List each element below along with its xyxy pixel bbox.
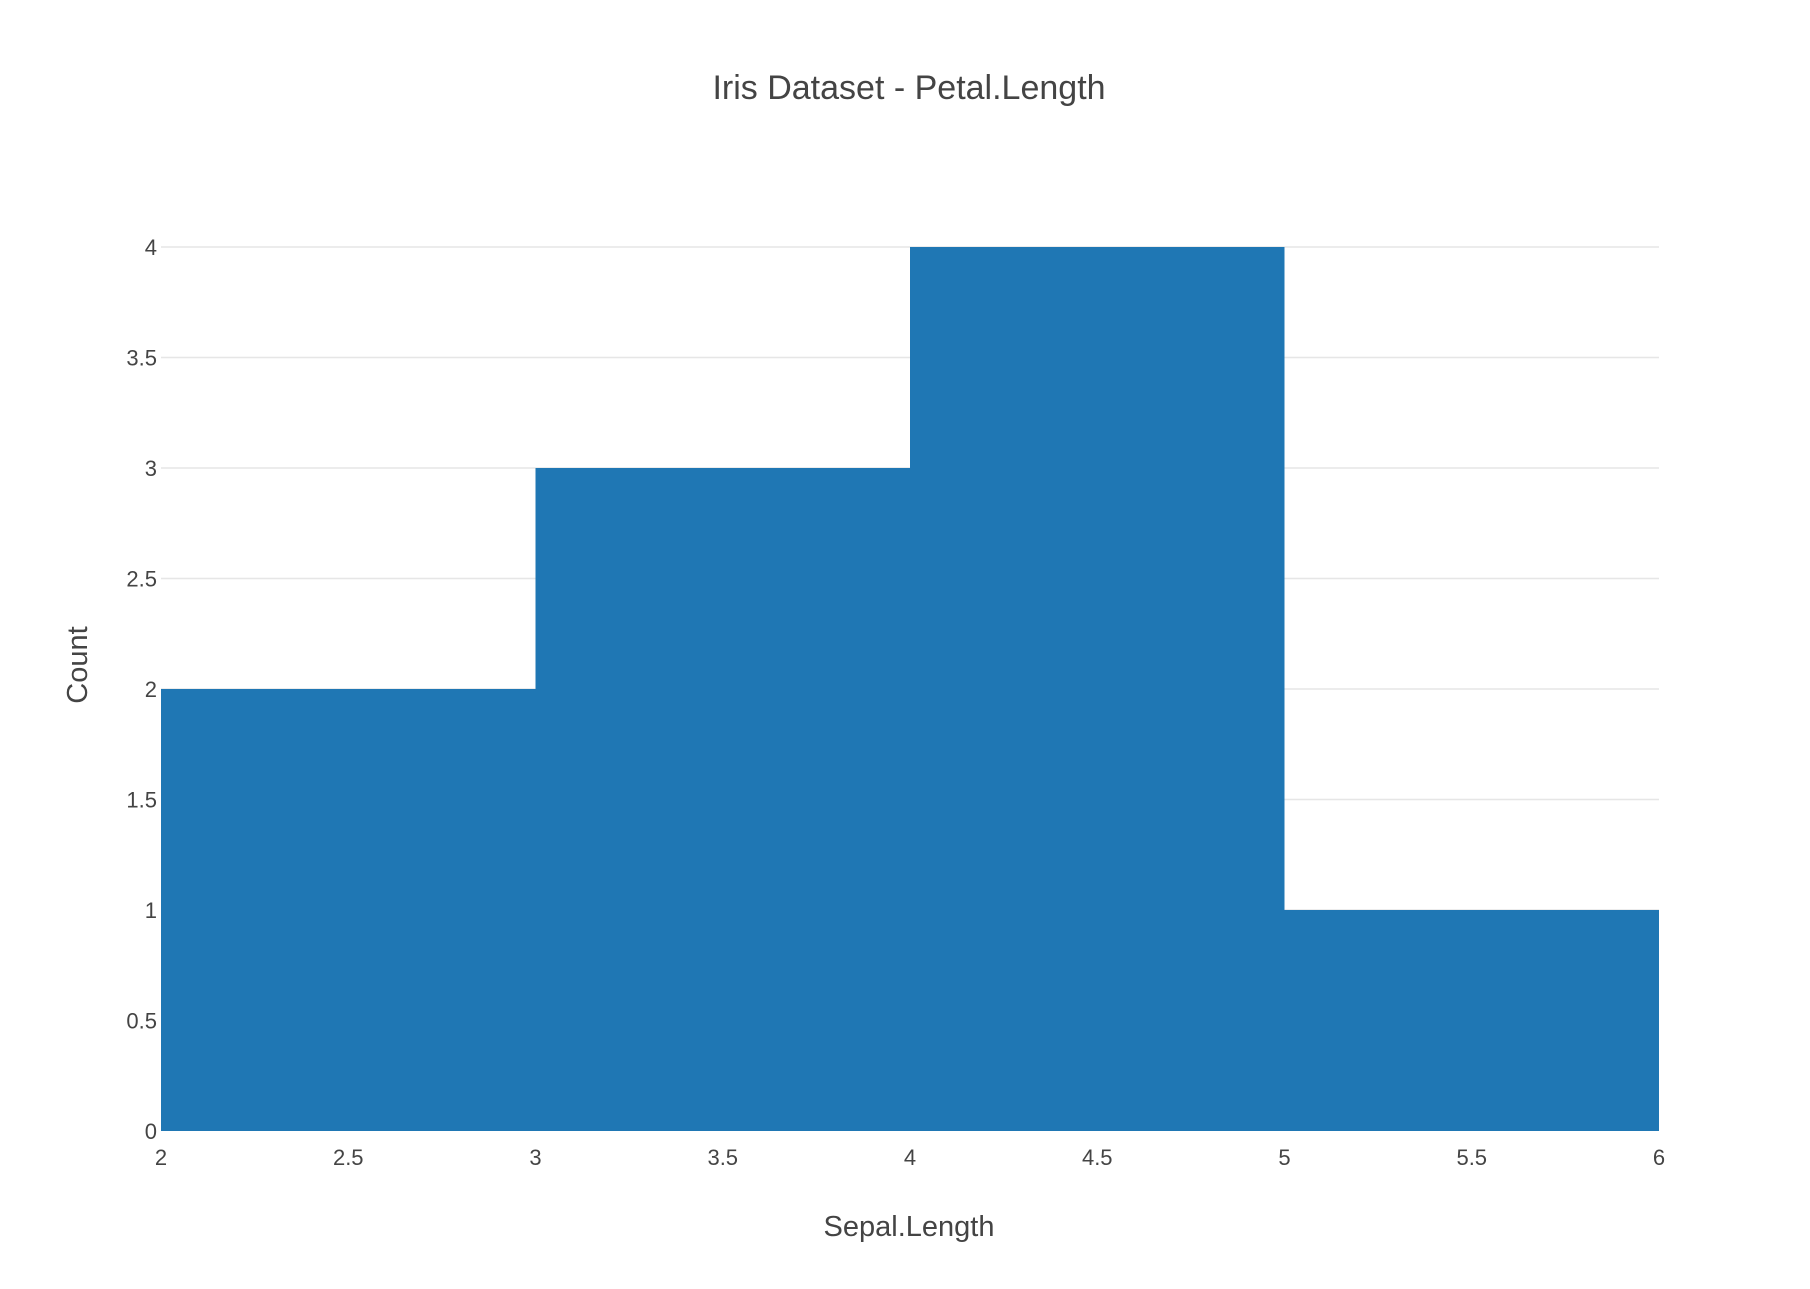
histogram-bar[interactable]: [910, 247, 1285, 1131]
x-tick-label: 2.5: [333, 1145, 364, 1170]
y-tick-label: 3: [145, 456, 157, 481]
x-axis-title: Sepal.Length: [824, 1211, 995, 1243]
y-tick-label: 2: [145, 677, 157, 702]
x-tick-label: 4.5: [1082, 1145, 1113, 1170]
y-axis-ticks: 0 0.5 1 1.5 2 2.5 3 3.5 4: [126, 235, 157, 1144]
x-tick-label: 3: [529, 1145, 541, 1170]
histogram-bar[interactable]: [535, 468, 911, 1131]
chart-title: Iris Dataset - Petal.Length: [712, 69, 1105, 107]
histogram-bar[interactable]: [1284, 910, 1660, 1131]
histogram-bar[interactable]: [161, 689, 536, 1131]
x-tick-label: 4: [904, 1145, 916, 1170]
x-tick-label: 5.5: [1456, 1145, 1487, 1170]
y-tick-label: 0.5: [126, 1009, 157, 1034]
x-tick-label: 3.5: [707, 1145, 738, 1170]
x-tick-label: 6: [1653, 1145, 1665, 1170]
x-tick-label: 2: [155, 1145, 167, 1170]
y-tick-label: 4: [145, 235, 157, 260]
y-tick-label: 3.5: [126, 346, 157, 371]
y-axis-title: Count: [62, 626, 94, 703]
y-tick-label: 1: [145, 898, 157, 923]
x-tick-label: 5: [1278, 1145, 1290, 1170]
y-tick-label: 2.5: [126, 567, 157, 592]
y-tick-label: 1.5: [126, 788, 157, 813]
x-axis-ticks: 2 2.5 3 3.5 4 4.5 5 5.5 6: [155, 1145, 1665, 1170]
y-tick-label: 0: [145, 1119, 157, 1144]
bars-layer: [161, 247, 1659, 1131]
